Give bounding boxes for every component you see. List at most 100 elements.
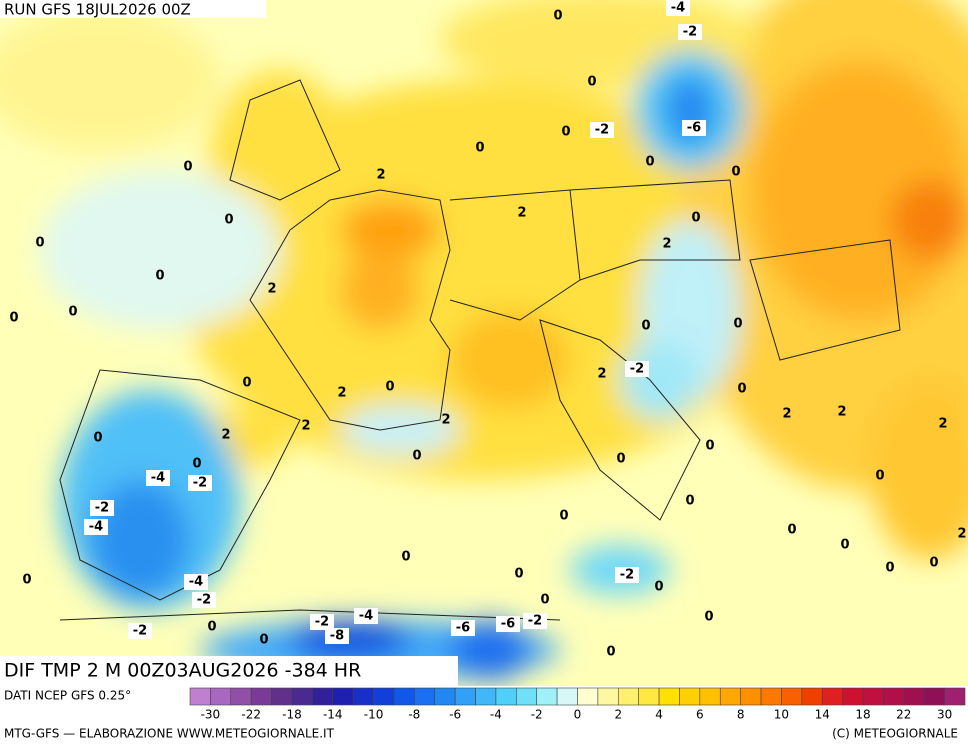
label-bg	[451, 620, 475, 636]
colorbar-swatch	[903, 687, 925, 706]
contour-label: -4	[671, 1, 685, 16]
colorbar-swatch	[230, 687, 252, 706]
colorbar-swatch	[821, 687, 843, 706]
contour-label: 0	[475, 141, 484, 156]
contour-label: 0	[68, 305, 77, 320]
contour-label: 0	[540, 593, 549, 608]
colorbar-label: -6	[449, 708, 461, 722]
contour-label: 0	[242, 376, 251, 391]
contour-label: 0	[22, 573, 31, 588]
colorbar-label: -10	[364, 708, 384, 722]
run-label: RUN GFS 18JUL2026 00Z	[4, 1, 191, 19]
colorbar-label: 22	[896, 708, 911, 722]
colorbar-swatch	[393, 687, 415, 706]
colorbar-swatch	[475, 687, 497, 706]
colorbar-swatch	[801, 687, 823, 706]
contour-label: -2	[197, 593, 211, 608]
contour-label: 2	[517, 206, 526, 221]
contour-label: -4	[189, 575, 203, 590]
colorbar-swatch	[495, 687, 517, 706]
contour-label: 0	[9, 311, 18, 326]
colorbar-label: -14	[323, 708, 343, 722]
contour-label: 0	[93, 431, 102, 446]
contour-label: 0	[616, 452, 625, 467]
colorbar-label: 30	[937, 708, 952, 722]
contour-label: 0	[645, 155, 654, 170]
colorbar-label: 8	[737, 708, 745, 722]
contour-label: 0	[587, 75, 596, 90]
contour-label: 0	[401, 550, 410, 565]
contour-label: 2	[376, 168, 385, 183]
contour-label: 2	[957, 527, 966, 542]
contour-label: -2	[620, 568, 634, 583]
label-bg	[192, 592, 216, 608]
colorbar-swatch	[271, 687, 293, 706]
contour-label: 0	[35, 236, 44, 251]
colorbar-swatch	[434, 687, 456, 706]
contour-label: -2	[95, 501, 109, 516]
colorbar-label: -4	[490, 708, 502, 722]
contour-label: 0	[385, 380, 394, 395]
contour-label: -6	[687, 121, 701, 136]
map-field: 0 -4 -2 0 0 -2 -6 0 0 0 2 0 2 0 0 0 2 0 2 0 0 0 0 0 0 2 2 -2 0 2 2 2 2 2 0…	[0, 0, 968, 686]
contour-label: -2	[595, 123, 609, 138]
colorbar-swatch	[617, 687, 639, 706]
colorbar-swatch	[536, 687, 558, 706]
colorbar-swatch	[291, 687, 313, 706]
label-bg	[184, 574, 208, 590]
label-bg	[325, 628, 349, 644]
contour-label: 2	[837, 405, 846, 420]
contour-label: 2	[221, 428, 230, 443]
label-bg	[84, 519, 108, 535]
title-box	[0, 656, 458, 686]
label-bg	[90, 500, 114, 516]
contour-label: 0	[705, 439, 714, 454]
colorbar-swatch	[719, 687, 741, 706]
label-bg	[188, 475, 212, 491]
label-bg	[615, 567, 639, 583]
contour-label: 2	[337, 386, 346, 401]
contour-label: 0	[840, 538, 849, 553]
contour-label: 0	[259, 633, 268, 648]
colorbar-label: -8	[408, 708, 420, 722]
colorbar-label: 18	[855, 708, 870, 722]
label-bg	[496, 616, 520, 632]
contour-label: 0	[559, 509, 568, 524]
contour-label: 2	[938, 417, 947, 432]
colorbar-swatch	[699, 687, 721, 706]
contour-label: 0	[731, 165, 740, 180]
contour-label: 0	[412, 449, 421, 464]
contour-label: -2	[630, 362, 644, 377]
colorbar-label: -2	[531, 708, 543, 722]
colorbar-label: 4	[655, 708, 663, 722]
contour-label: -2	[193, 476, 207, 491]
footer-right: (C) METEOGIORNALE	[832, 727, 958, 741]
colorbar-swatch	[862, 687, 884, 706]
colorbar-swatch	[454, 687, 476, 706]
colorbar-label: -22	[241, 708, 261, 722]
colorbar-swatch	[332, 687, 354, 706]
colorbar-label: 2	[614, 708, 622, 722]
contour-label: 0	[733, 317, 742, 332]
contour-label: 0	[183, 160, 192, 175]
contour-label: 0	[929, 556, 938, 571]
contour-label: 0	[192, 457, 201, 472]
label-bg	[590, 122, 614, 138]
contour-label: 2	[301, 419, 310, 434]
colorbar-swatch	[781, 687, 803, 706]
contour-label: 0	[561, 125, 570, 140]
contour-label: -6	[456, 621, 470, 636]
colorbar-swatch	[679, 687, 701, 706]
source-label: DATI NCEP GFS 0.25°	[4, 689, 131, 703]
contour-label: 0	[704, 610, 713, 625]
contour-label: 0	[737, 382, 746, 397]
colorbar-swatch	[883, 687, 905, 706]
colorbar-swatch	[923, 687, 945, 706]
footer-left: MTG-GFS — ELABORAZIONE WWW.METEOGIORNALE…	[4, 727, 335, 741]
colorbar-swatch	[842, 687, 864, 706]
colorbar-label: -30	[201, 708, 221, 722]
borders	[59, 79, 901, 621]
colorbar-label: -18	[282, 708, 302, 722]
colorbar-swatch	[210, 687, 232, 706]
